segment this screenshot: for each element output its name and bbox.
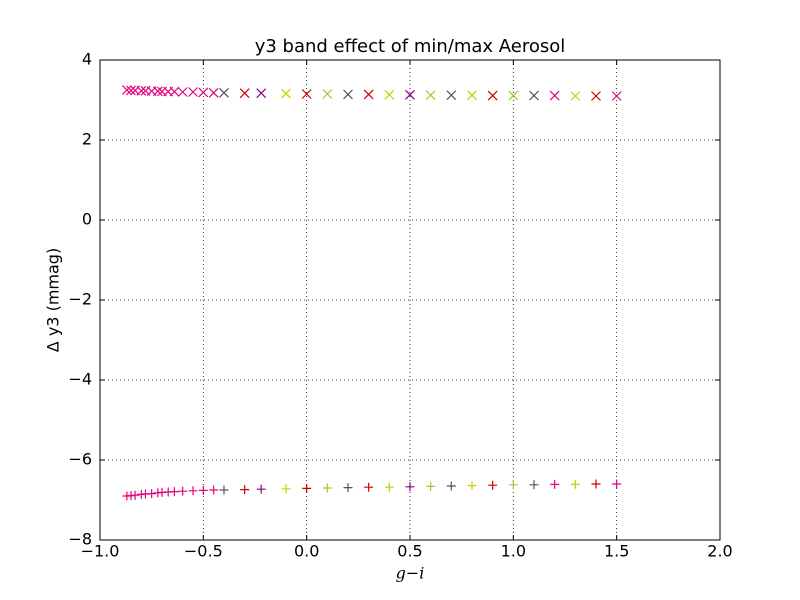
point [301,89,312,99]
point [209,485,219,495]
point [343,89,353,100]
chart-title: y3 band effect of min/max Aerosol [255,36,566,57]
point [570,91,581,101]
point [239,88,250,99]
y-tick-label: −4 [68,370,92,389]
point [529,480,539,490]
x-tick-label: 1.5 [604,542,629,561]
point [126,85,136,96]
point [384,482,394,492]
point [446,481,456,491]
point [343,483,353,493]
point [219,485,229,495]
point [177,87,188,97]
point [322,483,332,493]
point [198,485,208,495]
point [550,479,560,489]
point [467,90,477,101]
point [426,481,436,491]
point [591,479,601,489]
point [591,91,601,101]
x-tick-label: −1.0 [81,542,120,561]
point [169,487,179,497]
point [152,86,163,97]
point [281,88,291,99]
point [256,88,267,99]
point [467,481,477,491]
point [256,484,266,494]
point [302,483,312,493]
point [446,90,457,101]
x-tick-label: −0.5 [184,542,223,561]
point [188,87,198,97]
y-tick-label: −6 [68,450,92,469]
point [240,485,250,495]
point [188,486,198,496]
point [425,90,436,101]
point [405,482,415,492]
x-tick-label: 0.5 [397,542,422,561]
point [611,91,622,101]
point [208,87,219,98]
x-tick-label: 2.0 [707,542,732,561]
point [508,90,519,101]
point [488,480,498,490]
y-tick-label: 4 [82,50,92,69]
plot-frame [99,59,721,541]
point [281,484,291,494]
y-tick-label: −2 [68,290,92,309]
point [130,490,140,500]
point [529,90,539,101]
y-axis-label: Δ y3 (mmag) [44,248,63,352]
point [570,479,580,489]
point [136,85,147,96]
point [364,482,374,492]
point [405,89,415,100]
point [178,486,188,496]
x-tick-label: 1.0 [501,542,526,561]
y-tick-label: −8 [68,530,92,549]
point [169,86,180,97]
point [487,90,498,101]
point [198,87,209,98]
x-tick-label: 0.0 [294,542,319,561]
point [612,479,622,489]
point [322,89,333,99]
point [549,90,560,101]
point [363,89,374,100]
y-tick-label: 2 [82,130,92,149]
point [121,85,132,95]
point [219,87,229,98]
x-axis-label: g−i [396,564,425,583]
point [508,480,518,490]
point [384,89,395,100]
point [147,489,157,499]
y-tick-label: 0 [82,210,92,229]
